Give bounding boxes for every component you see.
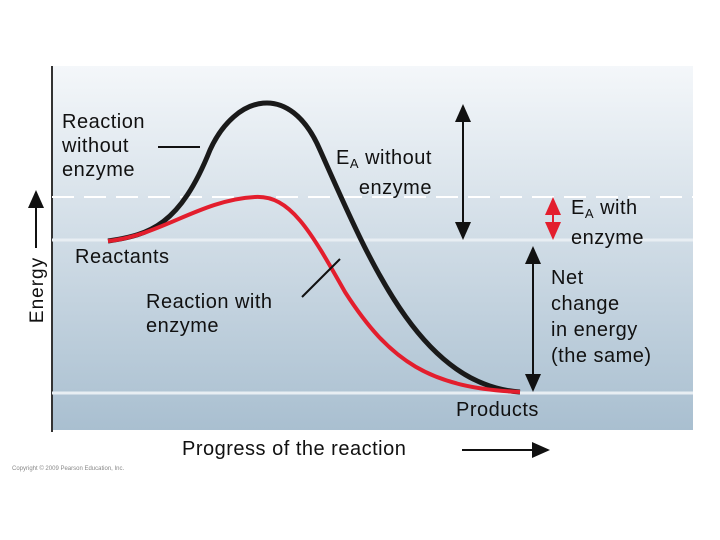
label-with-enzyme: Reaction with enzyme xyxy=(146,290,273,338)
label-line: Net xyxy=(551,267,584,289)
label-ea-with: EA with enzyme xyxy=(571,196,644,250)
label-line: enzyme xyxy=(571,227,645,249)
label-line: in energy xyxy=(551,319,638,341)
curve-with-enzyme xyxy=(107,194,521,394)
label-line: without xyxy=(62,135,129,157)
x-axis-label: Progress of the reaction xyxy=(182,438,407,460)
subscript: A xyxy=(349,156,360,171)
curve-without-enzyme xyxy=(107,100,521,395)
label-line: with xyxy=(600,197,638,219)
label-reactants: Reactants xyxy=(75,246,170,268)
label-ea-without: EA without enzyme xyxy=(336,146,432,200)
label-line: without xyxy=(365,147,432,169)
label-line: (the same) xyxy=(551,345,652,367)
subscript: A xyxy=(584,206,595,221)
symbol: E xyxy=(336,147,350,169)
label-line: change xyxy=(551,293,620,315)
symbol: E xyxy=(571,197,585,219)
label-line: Reaction xyxy=(62,111,145,133)
label-line: Reaction with xyxy=(146,291,273,313)
label-without-enzyme: Reaction without enzyme xyxy=(62,110,145,182)
label-net-change: Net change in energy (the same) xyxy=(551,265,652,369)
label-line: enzyme xyxy=(62,159,136,181)
leader-line xyxy=(301,258,341,298)
y-axis-label: Energy xyxy=(27,257,48,323)
label-line: enzyme xyxy=(146,315,220,337)
copyright: Copyright © 2009 Pearson Education, Inc. xyxy=(12,466,125,472)
plot-background xyxy=(52,66,693,430)
label-products: Products xyxy=(456,399,539,421)
label-line: enzyme xyxy=(358,177,432,199)
